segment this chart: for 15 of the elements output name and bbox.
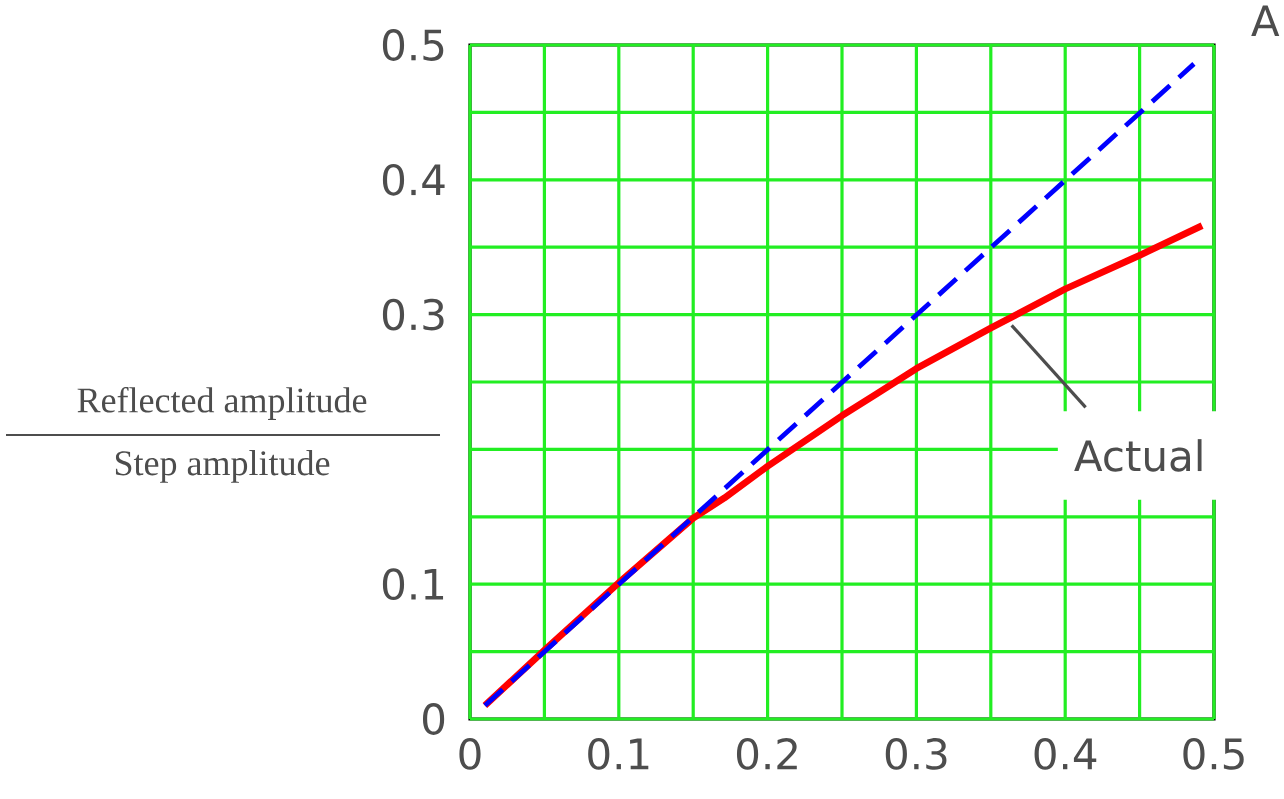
x-tick-label: 0 xyxy=(459,738,481,770)
x-tick-label: 0.5 xyxy=(1183,738,1244,770)
text: Step amplitude xyxy=(115,450,330,483)
y-tick-label: 0.1 xyxy=(382,568,444,601)
y-tick-label: 0.5 xyxy=(382,29,444,61)
x-tick-label: 0.4 xyxy=(1034,738,1097,770)
x-tick-label: 0.1 xyxy=(588,738,649,770)
y-axis-title: Reflected amplitude xyxy=(77,386,367,420)
annotation: Actual xyxy=(1074,439,1202,472)
x-tick-label: 0.2 xyxy=(736,738,797,770)
y-tick-label: 0.4 xyxy=(382,163,445,196)
y-tick-label: 0 xyxy=(422,703,445,735)
y-tick-label: 0.3 xyxy=(382,298,444,331)
text: A xyxy=(1251,5,1280,37)
x-tick-label: 0.3 xyxy=(885,738,947,770)
